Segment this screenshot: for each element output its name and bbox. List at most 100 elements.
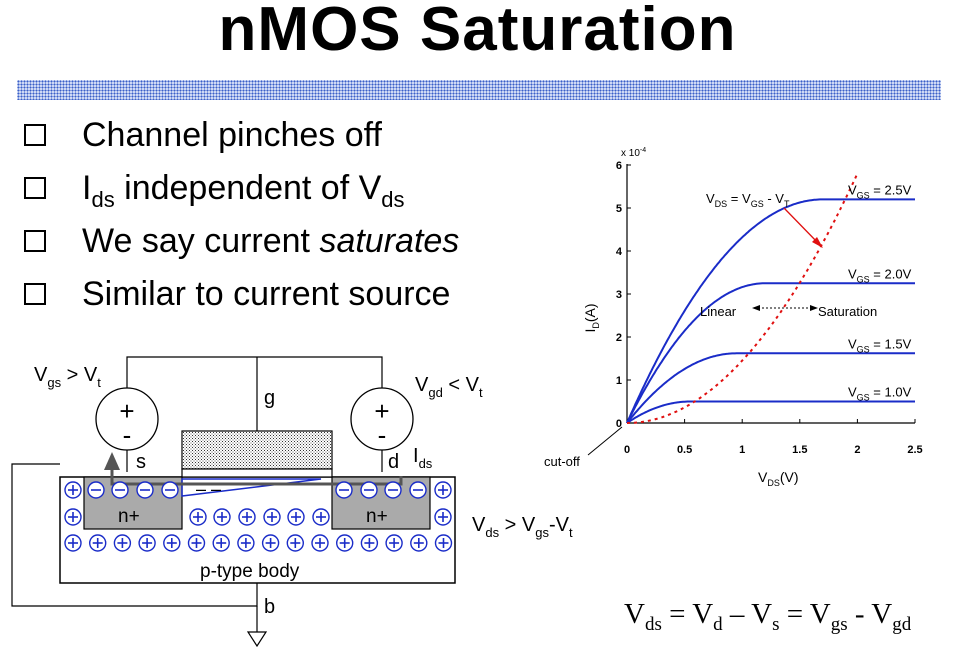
hole-plus-icon [434, 508, 452, 526]
y-multiplier-label: x 10-4 [621, 147, 646, 159]
iv-curve [626, 198, 915, 424]
gate-terminal-label: g [264, 387, 275, 409]
hole-plus-icon [434, 481, 452, 499]
checkbox-bullet-icon [24, 230, 46, 252]
hole-plus-icon [64, 481, 82, 499]
y-tick-label: 2 [616, 332, 622, 344]
hole-plus-icon [312, 508, 330, 526]
charge-symbols [64, 481, 453, 552]
electron-minus-icon [111, 481, 129, 499]
svg-text:-: - [123, 420, 132, 450]
hole-plus-icon [434, 534, 453, 552]
region-arrow [752, 305, 818, 311]
x-tick-label: 0.5 [677, 444, 692, 456]
vds-equation: Vds = Vd – Vs = Vgs - Vgd [624, 598, 912, 635]
electron-minus-icon [161, 481, 179, 499]
iv-curve-label: VGS = 2.5V [848, 182, 912, 200]
axis-ticks: 0 0.5 1 1.5 2 2.5 0 1 2 3 4 5 6 [616, 160, 923, 456]
hole-plus-icon [138, 534, 156, 552]
cutoff-label: cut-off [544, 454, 580, 469]
x-tick-label: 1.5 [792, 444, 807, 456]
title-divider [17, 80, 941, 100]
electron-minus-icon [409, 481, 427, 499]
hole-plus-icon [410, 534, 428, 552]
hole-plus-icon [212, 534, 230, 552]
y-tick-label: 6 [616, 160, 622, 172]
x-axis-title: VDS(V) [758, 469, 799, 488]
saturation-label: Saturation [818, 304, 877, 319]
hole-plus-icon [88, 534, 107, 552]
electron-minus-icon [87, 481, 105, 499]
hole-plus-icon [311, 534, 329, 552]
hole-plus-icon [263, 508, 281, 526]
iv-curve [626, 352, 915, 424]
y-tick-label: 1 [616, 375, 622, 387]
svg-text:+: + [119, 396, 134, 426]
ids-label: Ids [413, 445, 433, 471]
hole-plus-icon [187, 534, 206, 552]
bullet-item: Ids independent of Vds [24, 165, 459, 218]
iv-curves [626, 198, 915, 424]
electron-minus-icon [384, 481, 402, 499]
hole-plus-icon [189, 508, 207, 526]
linear-label: Linear [700, 304, 737, 319]
bullet-item: Similar to current source [24, 271, 459, 324]
n-plus-drain-label: n+ [366, 506, 388, 527]
y-tick-label: 5 [616, 203, 622, 215]
body-terminal-label: b [264, 596, 275, 618]
checkbox-bullet-icon [24, 177, 46, 199]
ground-icon [246, 631, 268, 648]
y-tick-label: 3 [616, 289, 622, 301]
inversion-channel [181, 478, 322, 497]
hole-plus-icon [113, 534, 132, 552]
hole-plus-icon [64, 508, 82, 526]
hole-plus-icon [64, 534, 82, 552]
boundary-pointer [783, 207, 821, 246]
x-tick-label: 2 [854, 444, 860, 456]
circuit-wires [11, 356, 383, 632]
vgd-source: + - [350, 387, 414, 451]
hole-plus-icon [287, 508, 305, 526]
mosfet-cross-section: – – n+ n+ p-type body g s d b + - + - Vg… [11, 356, 573, 648]
y-tick-label: 4 [616, 246, 623, 258]
iv-curve [626, 400, 915, 424]
hole-plus-icon [163, 534, 181, 552]
vds-condition-label: Vds > Vgs-Vt [472, 514, 573, 540]
channel-minus: – – [196, 479, 221, 499]
vgs-source: + - [95, 387, 159, 451]
bullet-list: Channel pinches off Ids independent of V… [24, 112, 459, 324]
page-title: nMOS Saturation [218, 0, 737, 64]
y-axis-title: ID(A) [582, 303, 601, 332]
gate-poly [181, 430, 333, 470]
checkbox-bullet-icon [24, 283, 46, 305]
curve-labels: VGS = 2.5V VGS = 2.0V VGS = 1.5V VGS = 1.0V [848, 182, 912, 402]
vgd-condition-label: Vgd < Vt [415, 374, 483, 400]
iv-curve-label: VGS = 2.0V [848, 266, 912, 284]
n-plus-source-label: n+ [118, 506, 140, 527]
x-tick-label: 2.5 [907, 444, 922, 456]
electron-minus-icon [136, 481, 154, 499]
hole-plus-icon [360, 534, 379, 552]
current-arrow-icon [104, 452, 120, 470]
hole-plus-icon [238, 508, 256, 526]
vgs-condition-label: Vgs > Vt [34, 364, 101, 390]
x-tick-label: 0 [624, 444, 630, 456]
hole-plus-icon [385, 534, 403, 552]
hole-plus-icon [336, 534, 354, 552]
hole-plus-icon [286, 534, 304, 552]
svg-text:+: + [374, 396, 389, 426]
bullet-item: Channel pinches off [24, 112, 459, 165]
electron-minus-icon [360, 481, 378, 499]
electron-minus-icon [335, 481, 353, 499]
saturation-boundary-curve [626, 173, 859, 424]
boundary-pointer-arrow-icon [812, 237, 823, 248]
checkbox-bullet-icon [24, 124, 46, 146]
bullet-item: We say current saturates [24, 218, 459, 271]
x-tick-label: 1 [739, 444, 745, 456]
boundary-label: VDS = VGS - VT [706, 191, 790, 209]
hole-plus-icon [237, 534, 255, 552]
iv-chart: 0 0.5 1 1.5 2 2.5 0 1 2 3 4 5 6 VGS = 2.5V VGS = 2.0V… [544, 147, 923, 488]
hole-plus-icon [261, 534, 280, 552]
cutoff-pointer [587, 426, 623, 456]
